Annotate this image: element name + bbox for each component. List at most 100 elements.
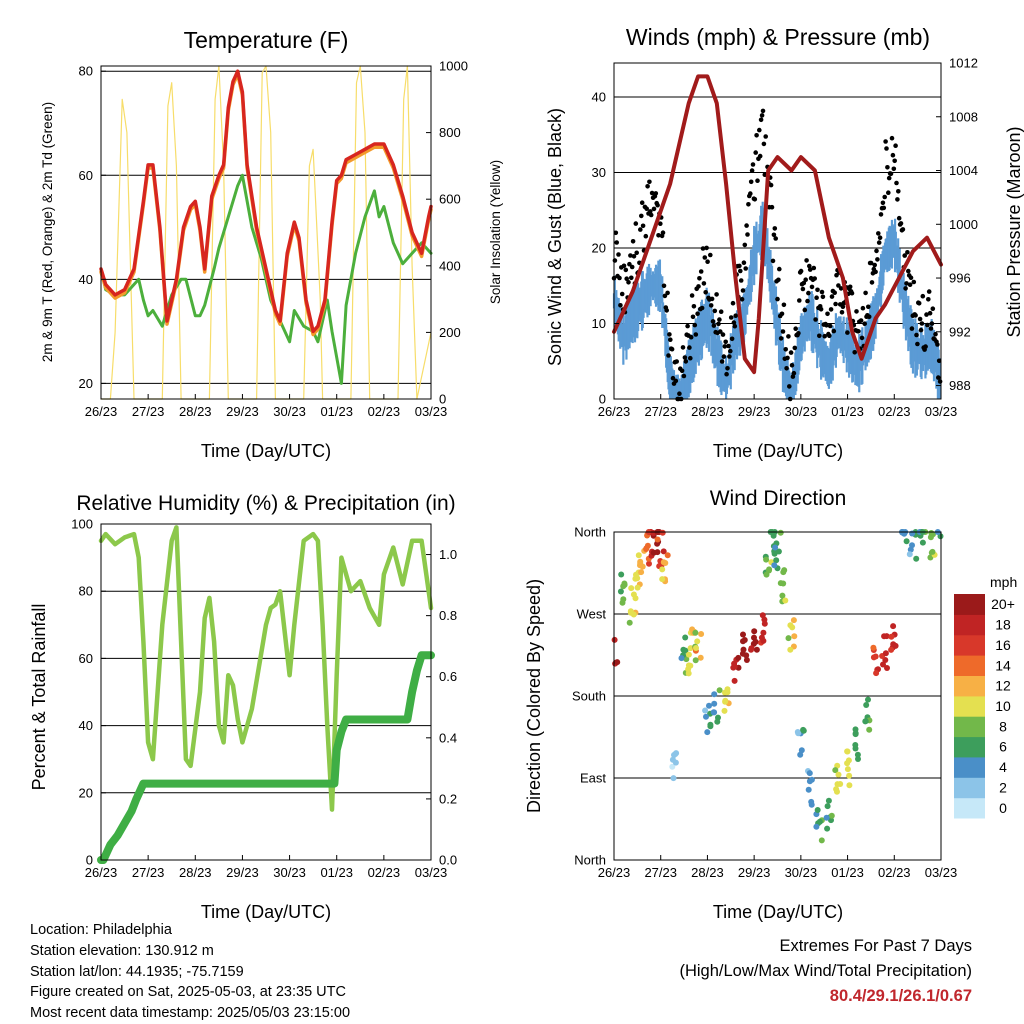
humidity-right-ytick-label: 0.2 xyxy=(439,791,457,806)
direction-point xyxy=(832,767,839,774)
gust-point xyxy=(651,206,657,212)
gust-point xyxy=(682,355,688,360)
temperature-left-ytick-label: 40 xyxy=(79,272,93,287)
direction-point xyxy=(779,592,786,599)
winds-x-ticks: 26/23 27/23 28/23 29/23 30/23 01/23 02/23 03/23 xyxy=(598,394,957,419)
gust-point xyxy=(738,278,744,283)
gust-point xyxy=(768,182,774,188)
temperature-xlabel: Time (Day/UTC) xyxy=(201,441,331,461)
temperature-panel: Temperature (F) 20 40 60 80 0 200 400 600 800 10… xyxy=(40,27,503,461)
winds-plot-area xyxy=(611,74,943,402)
gust-point xyxy=(702,255,708,260)
direction-point xyxy=(763,556,770,563)
direction-xtick-label: 28/23 xyxy=(691,865,724,880)
direction-point xyxy=(818,837,825,844)
gust-point xyxy=(732,323,738,329)
colorbar-swatch xyxy=(954,797,985,819)
gust-point xyxy=(645,184,650,189)
direction-point xyxy=(816,818,823,825)
winds-right-ytick-label: 1000 xyxy=(949,217,978,232)
gust-point xyxy=(742,242,748,248)
gust-point xyxy=(722,344,728,349)
direction-point xyxy=(844,766,851,773)
gust-point xyxy=(783,347,788,352)
temperature-xtick-label: 27/23 xyxy=(132,404,165,419)
gust-point xyxy=(688,355,693,361)
direction-point xyxy=(751,634,757,641)
direction-point xyxy=(697,654,704,661)
gust-point xyxy=(917,316,923,322)
gust-point xyxy=(721,354,727,359)
gust-point xyxy=(681,373,687,379)
direction-point xyxy=(782,597,789,604)
winds-xtick-label: 29/23 xyxy=(738,404,771,419)
direction-left-ytick-label: West xyxy=(577,607,607,622)
winds-right-ytick-label: 988 xyxy=(949,378,971,393)
gust-point xyxy=(838,286,844,291)
gust-point xyxy=(629,275,634,281)
direction-point xyxy=(852,726,859,733)
direction-point xyxy=(909,542,915,549)
direction-point xyxy=(797,751,804,758)
gust-point xyxy=(777,266,782,272)
gust-point xyxy=(935,342,940,347)
humidity-left-ytick-label: 60 xyxy=(79,651,93,666)
direction-point xyxy=(800,727,807,734)
gust-point xyxy=(894,180,899,186)
direction-point xyxy=(873,670,880,677)
gust-point xyxy=(693,332,699,337)
direction-point xyxy=(751,628,758,635)
direction-point xyxy=(787,646,794,653)
colorbar-swatch xyxy=(954,695,985,717)
temperature-title: Temperature (F) xyxy=(184,27,349,53)
gust-point xyxy=(780,329,786,334)
direction-point xyxy=(852,742,859,748)
gust-point xyxy=(688,334,694,340)
humidity-xtick-label: 30/23 xyxy=(273,865,306,880)
gust-point xyxy=(665,290,670,296)
humidity-xlabel: Time (Day/UTC) xyxy=(201,902,331,922)
direction-point xyxy=(693,645,699,651)
gust-point xyxy=(828,307,834,312)
gust-point xyxy=(789,363,795,368)
gust-point xyxy=(759,113,765,118)
colorbar-label: 10 xyxy=(995,698,1011,714)
direction-point xyxy=(664,552,671,559)
direction-point xyxy=(692,629,699,636)
colorbar-label: 4 xyxy=(999,759,1007,775)
direction-point xyxy=(771,562,778,569)
humidity-title: Relative Humidity (%) & Precipitation (i… xyxy=(76,492,455,515)
gust-point xyxy=(699,305,705,311)
direction-left-ytick-label: North xyxy=(574,853,606,868)
gust-point xyxy=(761,141,767,147)
direction-point xyxy=(710,709,717,716)
gust-point xyxy=(631,253,637,259)
gust-point xyxy=(831,328,837,334)
temperature-2m-line xyxy=(99,69,433,334)
gust-point xyxy=(725,366,730,371)
gust-point xyxy=(726,343,731,349)
gust-point xyxy=(881,205,887,211)
direction-point xyxy=(678,655,685,662)
direction-point xyxy=(763,571,770,578)
direction-point xyxy=(919,539,926,546)
gust-point xyxy=(718,309,724,315)
gust-point xyxy=(793,326,798,332)
gust-point xyxy=(893,143,898,148)
direction-point xyxy=(789,624,796,631)
gust-point xyxy=(640,223,646,229)
gust-point xyxy=(619,291,625,297)
direction-point xyxy=(659,529,666,536)
colorbar-label: 2 xyxy=(999,780,1007,796)
humidity-left-ytick-label: 40 xyxy=(79,718,93,733)
gust-point xyxy=(906,268,911,274)
direction-point xyxy=(790,617,797,624)
colorbar-swatch xyxy=(954,634,985,656)
temperature-right-ytick-label: 400 xyxy=(439,258,461,273)
direction-point xyxy=(881,633,888,640)
gust-point xyxy=(898,221,904,226)
gust-point xyxy=(626,280,631,285)
winds-ylabel-right: Station Pressure (Maroon) xyxy=(1004,126,1024,337)
direction-point xyxy=(711,691,718,698)
gust-point xyxy=(875,257,880,262)
